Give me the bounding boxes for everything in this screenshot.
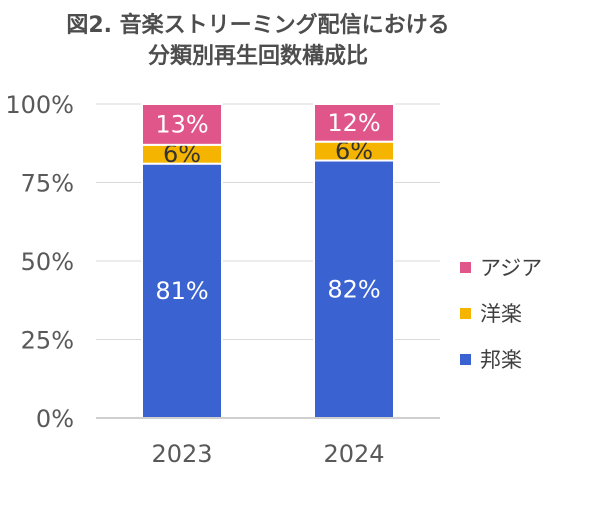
data-label: 82% [327,275,380,303]
data-label: 12% [327,109,380,137]
legend-label: アジア [480,256,542,280]
legend-swatch [460,262,471,273]
bar-segment [141,103,223,146]
bar-segment [141,162,223,419]
data-label: 13% [155,110,208,138]
y-tick-label: 75% [21,170,74,198]
y-tick-label: 25% [21,327,74,355]
y-tick-label: 0% [36,405,74,433]
y-tick-label: 100% [5,91,74,119]
bar-segment [313,103,395,143]
chart-title-line-1: 図2. 音楽ストリーミング配信における [66,12,449,38]
bars: 81%6%13%82%6%12% [141,103,395,420]
chart-title-line-2: 分類別再生回数構成比 [148,43,368,69]
y-axis: 0% 25% 50% 75% 100% [5,91,74,433]
data-label: 81% [155,277,208,305]
x-axis: 2023 2024 [96,417,440,468]
x-tick-label: 2023 [151,440,212,468]
legend-label: 洋楽 [480,302,522,326]
legend-swatch [460,308,471,319]
legend-label: 邦楽 [480,348,522,372]
y-tick-label: 50% [21,248,74,276]
legend-swatch [460,354,471,365]
x-tick-label: 2024 [323,440,384,468]
